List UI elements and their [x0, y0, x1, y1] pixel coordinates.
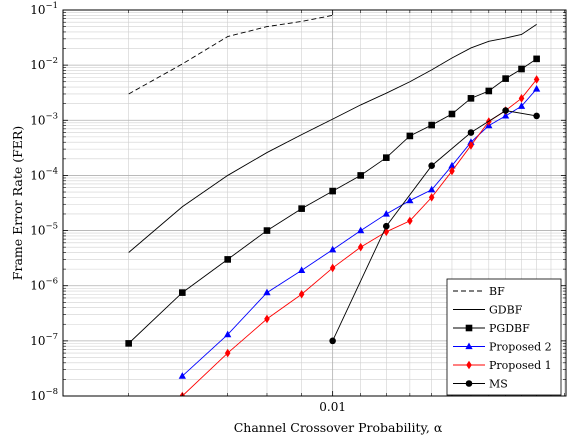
data-point-diamond	[264, 314, 270, 324]
y-tick-label: 10−8	[30, 387, 58, 403]
series-bf	[128, 14, 333, 95]
data-point-circle	[428, 162, 435, 170]
legend-label: MS	[489, 378, 508, 391]
legend-box	[446, 278, 562, 396]
data-point-triangle	[298, 266, 306, 273]
data-point-triangle	[448, 161, 456, 169]
series-gdbf	[128, 23, 537, 253]
data-point-square	[518, 65, 525, 73]
y-tick-labels: 10−8 10−7 10−6 10−5 10−4 10−3 10−2 10−1	[30, 1, 58, 403]
legend-label: Proposed 1	[489, 359, 552, 372]
legend-entry: Proposed 1	[453, 359, 552, 372]
data-point-triangle	[263, 288, 271, 296]
data-point-diamond	[357, 242, 364, 252]
legend-label: Proposed 2	[489, 341, 552, 354]
data-point-diamond	[518, 94, 525, 103]
series-pgdbf	[125, 55, 540, 347]
legend-label: BF	[489, 285, 505, 298]
data-point-square	[465, 324, 473, 332]
x-tick-label: 0.01	[319, 400, 346, 414]
data-point-circle	[465, 380, 473, 387]
data-point-square	[533, 55, 540, 63]
y-tick-label: 10−6	[30, 277, 58, 293]
data-point-square	[382, 154, 390, 161]
data-point-circle	[329, 337, 336, 345]
data-point-square	[467, 95, 475, 102]
x-tick-labels: 0.01	[319, 400, 346, 414]
series-layer	[125, 14, 541, 396]
data-point-square	[263, 227, 271, 234]
data-point-triangle	[517, 102, 526, 109]
series-line	[128, 23, 537, 253]
legend-entry: BF	[453, 285, 505, 298]
data-point-diamond	[533, 75, 540, 84]
series-line	[332, 110, 537, 342]
data-point-triangle	[224, 330, 232, 338]
data-point-triangle	[428, 185, 436, 193]
y-axis-title: Frame Error Rate (FER)	[10, 126, 25, 280]
legend-entry: GDBF	[453, 304, 523, 317]
legend-entry: MS	[453, 378, 508, 391]
y-tick-label: 10−5	[30, 222, 58, 238]
data-point-square	[502, 75, 509, 82]
data-point-triangle	[465, 342, 473, 350]
y-tick-label: 10−2	[30, 56, 58, 72]
data-point-diamond	[466, 360, 472, 370]
y-tick-label: 10−7	[30, 332, 58, 348]
data-point-diamond	[468, 141, 474, 150]
data-point-square	[125, 340, 132, 347]
data-point-square	[485, 87, 493, 95]
series-line	[128, 14, 333, 95]
legend-label: PGDBF	[489, 322, 530, 335]
data-point-square	[298, 205, 305, 212]
y-tick-label: 10−4	[30, 166, 58, 182]
data-point-square	[329, 187, 336, 195]
data-point-diamond	[329, 263, 336, 273]
data-point-triangle	[382, 210, 390, 217]
x-axis-title: Channel Crossover Probability, α	[234, 420, 443, 435]
data-point-diamond	[298, 289, 305, 299]
data-point-triangle	[357, 226, 365, 234]
data-point-triangle	[501, 111, 510, 119]
data-point-square	[179, 289, 186, 296]
data-point-square	[406, 132, 414, 140]
data-point-triangle	[329, 245, 337, 253]
data-point-diamond	[224, 348, 231, 358]
data-point-diamond	[407, 216, 413, 226]
axis-ticks	[62, 9, 566, 397]
y-tick-label: 10−3	[30, 111, 58, 127]
data-point-circle	[467, 129, 475, 136]
data-point-diamond	[449, 166, 455, 176]
series-line	[128, 58, 537, 344]
legend-label: GDBF	[489, 304, 523, 317]
plot-frame	[62, 9, 567, 397]
data-point-circle	[502, 107, 509, 114]
data-point-triangle	[178, 372, 186, 379]
series-proposed-2	[178, 84, 541, 379]
data-point-triangle	[532, 84, 541, 92]
data-point-square	[357, 172, 364, 179]
legend-entry: PGDBF	[453, 322, 530, 335]
data-point-diamond	[428, 193, 435, 202]
data-point-circle	[382, 222, 390, 230]
data-point-triangle	[406, 196, 414, 204]
data-point-square	[428, 121, 435, 129]
y-tick-label: 10−1	[30, 1, 58, 17]
legend: BF GDBF PGDBF Proposed 2 Proposed 1 MS	[446, 278, 562, 396]
data-point-circle	[533, 112, 540, 120]
legend-entry: Proposed 2	[453, 341, 552, 354]
data-point-square	[448, 110, 456, 118]
series-ms	[329, 107, 540, 345]
data-point-square	[224, 256, 231, 263]
